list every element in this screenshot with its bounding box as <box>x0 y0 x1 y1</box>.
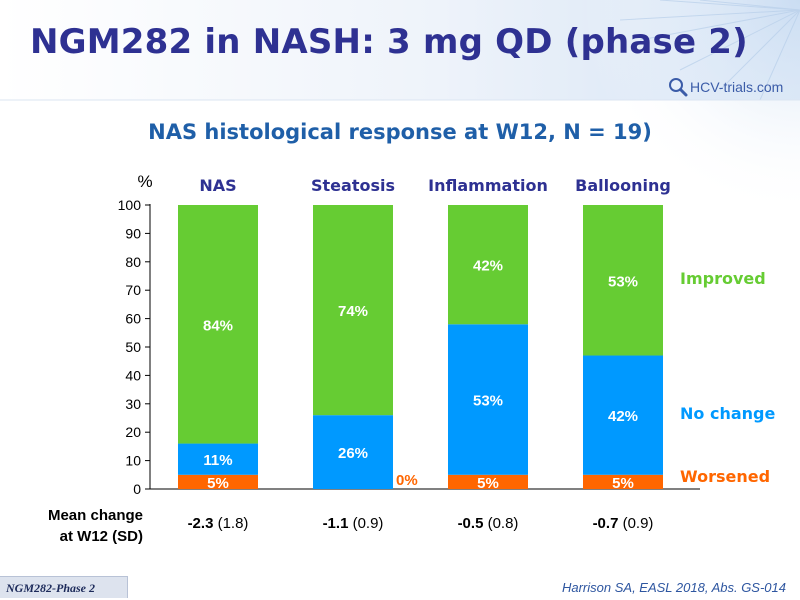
legend-worsened: Worsened <box>680 467 770 486</box>
data-label: 74% <box>338 303 368 320</box>
mean-change-value: -0.5 (0.8) <box>458 515 519 532</box>
category-label: NAS <box>199 176 236 195</box>
bar-no-change <box>178 443 258 475</box>
data-label: 5% <box>207 475 229 492</box>
y-tick-label: 20 <box>125 424 141 440</box>
mean-change-value: -1.1 (0.9) <box>323 515 384 532</box>
bar-no-change <box>448 324 528 475</box>
data-label: 11% <box>203 452 232 469</box>
mean-change-value: -0.7 (0.9) <box>593 515 654 532</box>
mean-value: -0.5 <box>458 515 484 532</box>
sd-value: (0.8) <box>483 515 518 532</box>
data-label: 5% <box>477 475 499 492</box>
footer-tag: NGM282-Phase 2 <box>0 576 128 598</box>
mean-change-label: Mean change <box>48 507 143 524</box>
legend-no-change: No change <box>680 404 775 423</box>
y-tick-label: 0 <box>133 481 141 497</box>
data-label: 53% <box>608 273 638 290</box>
y-tick-label: 30 <box>125 396 141 412</box>
bar-worsened <box>178 474 258 489</box>
data-label: 42% <box>473 258 503 275</box>
bar-no-change <box>313 415 393 489</box>
mean-value: -2.3 <box>188 515 214 532</box>
y-tick-label: 10 <box>125 453 141 469</box>
y-unit-label: % <box>137 172 152 191</box>
data-label: 53% <box>473 393 503 410</box>
hcv-trials-logo: HCV-trials.com <box>668 76 783 98</box>
data-label: 84% <box>203 317 233 334</box>
bar-improved <box>313 205 393 416</box>
logo-text: HCV-trials.com <box>690 79 784 95</box>
sd-value: (1.8) <box>213 515 248 532</box>
slide-title: NGM282 in NASH: 3 mg QD (phase 2) <box>30 22 748 62</box>
bar-no-change <box>583 355 663 475</box>
category-label: Ballooning <box>575 176 671 195</box>
citation: Harrison SA, EASL 2018, Abs. GS-014 <box>561 580 786 595</box>
bar-worsened <box>583 474 663 489</box>
y-tick-label: 100 <box>118 197 142 213</box>
mean-change-value: -2.3 (1.8) <box>188 515 249 532</box>
data-label: 0% <box>396 472 418 489</box>
category-label: Steatosis <box>311 176 395 195</box>
y-tick-label: 70 <box>125 282 141 298</box>
mean-value: -0.7 <box>593 515 619 532</box>
sd-value: (0.9) <box>348 515 383 532</box>
y-tick-label: 50 <box>125 339 141 355</box>
bar-worsened <box>448 474 528 489</box>
category-label: Inflammation <box>428 176 548 195</box>
legend-improved: Improved <box>680 269 766 288</box>
y-tick-label: 90 <box>125 225 141 241</box>
data-label: 26% <box>338 445 368 462</box>
sd-value: (0.9) <box>618 515 653 532</box>
bar-improved <box>178 205 258 444</box>
bar-improved <box>583 205 663 356</box>
data-label: 5% <box>612 475 634 492</box>
data-label: 42% <box>608 408 638 425</box>
y-tick-label: 80 <box>125 254 141 270</box>
y-tick-label: 60 <box>125 311 141 327</box>
mean-value: -1.1 <box>323 515 349 532</box>
y-tick-label: 40 <box>125 367 141 383</box>
mean-change-label: at W12 (SD) <box>60 528 143 545</box>
chart-subtitle: NAS histological response at W12, N = 19… <box>148 120 652 144</box>
magnifier-logo-icon <box>669 78 688 97</box>
bar-improved <box>448 205 528 325</box>
